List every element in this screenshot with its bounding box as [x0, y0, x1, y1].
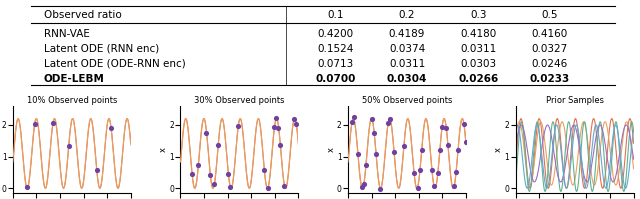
Point — [357, 185, 367, 188]
Point — [223, 172, 234, 176]
Point — [106, 126, 116, 129]
Point — [188, 173, 198, 176]
Text: 0.2: 0.2 — [399, 11, 415, 20]
Title: Prior Samples: Prior Samples — [545, 96, 604, 105]
Point — [22, 185, 32, 188]
Point — [435, 148, 445, 151]
Text: 0.0713: 0.0713 — [317, 59, 354, 69]
Text: RNN-VAE: RNN-VAE — [44, 29, 90, 39]
Point — [415, 169, 425, 172]
Text: 0.0233: 0.0233 — [530, 74, 570, 84]
Text: 0.0374: 0.0374 — [389, 44, 425, 54]
Point — [29, 123, 40, 126]
Point — [201, 131, 211, 134]
Point — [289, 118, 300, 121]
Point — [441, 126, 451, 129]
Text: 0.0311: 0.0311 — [460, 44, 497, 54]
Point — [205, 174, 216, 177]
Point — [409, 172, 419, 175]
Text: 0.0700: 0.0700 — [316, 74, 356, 84]
Title: 50% Observed points: 50% Observed points — [362, 96, 452, 105]
Point — [269, 125, 280, 128]
Point — [209, 182, 220, 186]
Point — [433, 172, 443, 175]
Point — [271, 117, 282, 120]
Point — [347, 120, 357, 123]
Point — [389, 151, 399, 154]
Y-axis label: x: x — [159, 147, 168, 152]
Point — [64, 145, 74, 148]
Title: 10% Observed points: 10% Observed points — [27, 96, 117, 105]
Point — [459, 122, 469, 125]
Text: 0.4180: 0.4180 — [460, 29, 497, 39]
Text: 0.4200: 0.4200 — [317, 29, 354, 39]
Point — [361, 163, 371, 166]
Text: 0.0246: 0.0246 — [532, 59, 568, 69]
Point — [275, 143, 285, 146]
Point — [353, 153, 363, 156]
Point — [417, 148, 427, 151]
Point — [427, 169, 437, 172]
Point — [413, 186, 423, 189]
Point — [48, 121, 58, 124]
Point — [369, 131, 379, 134]
Text: 0.3: 0.3 — [470, 11, 486, 20]
Title: 30% Observed points: 30% Observed points — [194, 96, 285, 105]
Point — [92, 169, 102, 172]
Point — [279, 184, 289, 187]
Point — [383, 121, 393, 124]
Point — [371, 153, 381, 156]
Text: 0.0311: 0.0311 — [389, 59, 425, 69]
Text: 0.1524: 0.1524 — [317, 44, 354, 54]
Point — [449, 185, 459, 188]
Point — [385, 117, 395, 121]
Point — [291, 122, 301, 125]
Text: 0.1: 0.1 — [328, 11, 344, 20]
Point — [259, 169, 269, 172]
Point — [437, 125, 447, 128]
Text: ODE-LEBM: ODE-LEBM — [44, 74, 105, 84]
Text: 0.0266: 0.0266 — [458, 74, 499, 84]
Point — [213, 144, 223, 147]
Text: 0.4189: 0.4189 — [389, 29, 425, 39]
Y-axis label: x: x — [494, 147, 503, 152]
Text: 0.0304: 0.0304 — [387, 74, 427, 84]
Text: Latent ODE (ODE-RNN enc): Latent ODE (ODE-RNN enc) — [44, 59, 186, 69]
Y-axis label: x: x — [326, 147, 335, 152]
Point — [367, 117, 377, 120]
Point — [451, 171, 461, 174]
Text: 0.0327: 0.0327 — [532, 44, 568, 54]
Text: 0.0303: 0.0303 — [460, 59, 497, 69]
Point — [273, 126, 284, 129]
Point — [399, 145, 409, 148]
Text: 0.4160: 0.4160 — [532, 29, 568, 39]
Point — [263, 187, 273, 190]
Text: Latent ODE (RNN enc): Latent ODE (RNN enc) — [44, 44, 159, 54]
Point — [193, 163, 204, 166]
Point — [349, 116, 359, 119]
Text: Observed ratio: Observed ratio — [44, 11, 122, 20]
Point — [375, 187, 385, 190]
Point — [225, 185, 236, 188]
Point — [234, 124, 244, 128]
Point — [359, 183, 369, 186]
Point — [429, 185, 439, 188]
Point — [453, 148, 463, 151]
Point — [461, 140, 471, 143]
Text: 0.5: 0.5 — [541, 11, 558, 20]
Point — [443, 143, 453, 146]
